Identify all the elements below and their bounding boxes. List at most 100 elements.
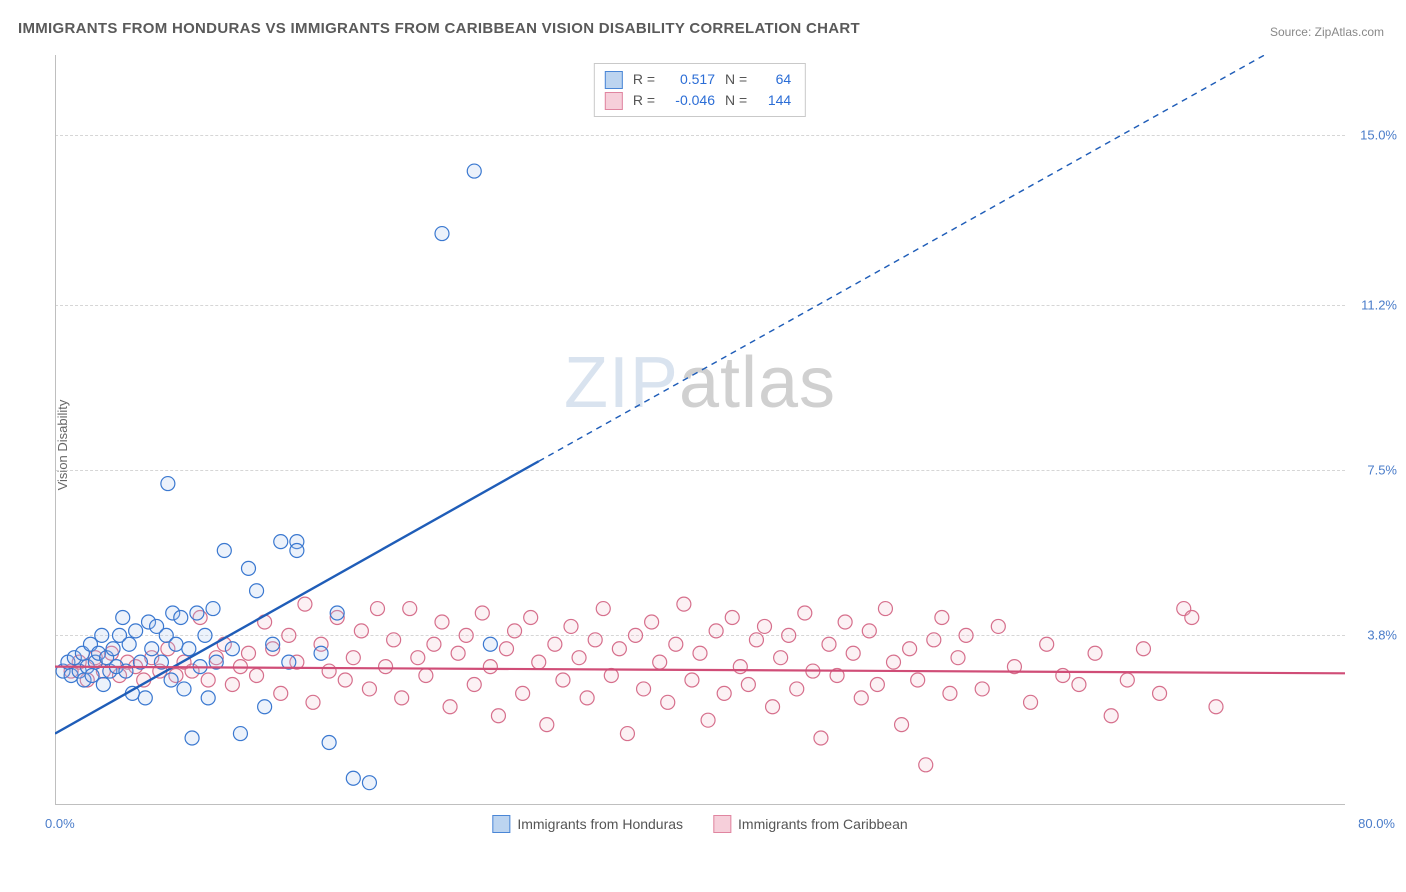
data-point [362, 776, 376, 790]
data-point [435, 615, 449, 629]
data-point [838, 615, 852, 629]
data-point [677, 597, 691, 611]
n-label: N = [725, 90, 747, 111]
data-point [443, 700, 457, 714]
data-point [225, 677, 239, 691]
data-point [556, 673, 570, 687]
data-point [693, 646, 707, 660]
data-point [138, 691, 152, 705]
data-point [282, 628, 296, 642]
data-point [322, 736, 336, 750]
data-point [96, 677, 110, 691]
data-point [258, 700, 272, 714]
data-point [161, 477, 175, 491]
data-point [145, 642, 159, 656]
data-point [903, 642, 917, 656]
data-point [274, 535, 288, 549]
data-point [206, 602, 220, 616]
legend-stats-row-honduras: R = 0.517 N = 64 [605, 69, 791, 90]
x-origin-label: 0.0% [45, 816, 75, 831]
data-point [201, 691, 215, 705]
data-point [766, 700, 780, 714]
data-point [164, 673, 178, 687]
data-point [419, 669, 433, 683]
data-point [774, 651, 788, 665]
y-tick-label: 11.2% [1361, 298, 1397, 313]
data-point [1185, 611, 1199, 625]
y-tick-label: 7.5% [1367, 463, 1397, 478]
data-point [669, 637, 683, 651]
legend-stats-box: R = 0.517 N = 64 R = -0.046 N = 144 [594, 63, 806, 117]
data-point [991, 619, 1005, 633]
data-point [790, 682, 804, 696]
data-point [685, 673, 699, 687]
data-point [612, 642, 626, 656]
data-point [174, 611, 188, 625]
data-point [322, 664, 336, 678]
data-point [274, 686, 288, 700]
data-point [1088, 646, 1102, 660]
n-label: N = [725, 69, 747, 90]
source-attribution: Source: ZipAtlas.com [1270, 25, 1384, 39]
bottom-legend-label: Immigrants from Honduras [517, 816, 683, 832]
data-point [411, 651, 425, 665]
trendline-solid [55, 667, 1345, 674]
data-point [483, 660, 497, 674]
bottom-legend-caribbean: Immigrants from Caribbean [713, 815, 908, 833]
data-point [919, 758, 933, 772]
data-point [927, 633, 941, 647]
data-point [822, 637, 836, 651]
data-point [572, 651, 586, 665]
data-point [637, 682, 651, 696]
n-value-caribbean: 144 [755, 90, 791, 111]
data-point [314, 646, 328, 660]
data-point [548, 637, 562, 651]
data-point [1120, 673, 1134, 687]
bottom-legend-label: Immigrants from Caribbean [738, 816, 908, 832]
chart-title: IMMIGRANTS FROM HONDURAS VS IMMIGRANTS F… [18, 20, 860, 37]
data-point [846, 646, 860, 660]
legend-swatch-icon [713, 815, 731, 833]
data-point [403, 602, 417, 616]
data-point [862, 624, 876, 638]
data-point [362, 682, 376, 696]
r-label: R = [633, 69, 655, 90]
data-point [467, 164, 481, 178]
data-point [717, 686, 731, 700]
y-tick-label: 15.0% [1360, 128, 1397, 143]
data-point [266, 637, 280, 651]
data-point [580, 691, 594, 705]
data-point [887, 655, 901, 669]
data-point [661, 695, 675, 709]
data-point [182, 642, 196, 656]
data-point [1024, 695, 1038, 709]
legend-swatch-icon [492, 815, 510, 833]
data-point [959, 628, 973, 642]
data-point [198, 628, 212, 642]
data-point [1104, 709, 1118, 723]
data-point [177, 682, 191, 696]
data-point [250, 669, 264, 683]
data-point [387, 633, 401, 647]
data-point [330, 606, 344, 620]
data-point [701, 713, 715, 727]
legend-swatch-honduras [605, 71, 623, 89]
data-point [733, 660, 747, 674]
bottom-legend: Immigrants from Honduras Immigrants from… [492, 815, 907, 833]
data-point [604, 669, 618, 683]
data-point [524, 611, 538, 625]
data-point [1040, 637, 1054, 651]
r-value-honduras: 0.517 [663, 69, 715, 90]
data-point [242, 646, 256, 660]
data-point [346, 771, 360, 785]
legend-stats-row-caribbean: R = -0.046 N = 144 [605, 90, 791, 111]
data-point [911, 673, 925, 687]
data-point [895, 718, 909, 732]
data-point [782, 628, 796, 642]
data-point [451, 646, 465, 660]
data-point [475, 606, 489, 620]
data-point [645, 615, 659, 629]
data-point [758, 619, 772, 633]
data-point [943, 686, 957, 700]
data-point [427, 637, 441, 651]
